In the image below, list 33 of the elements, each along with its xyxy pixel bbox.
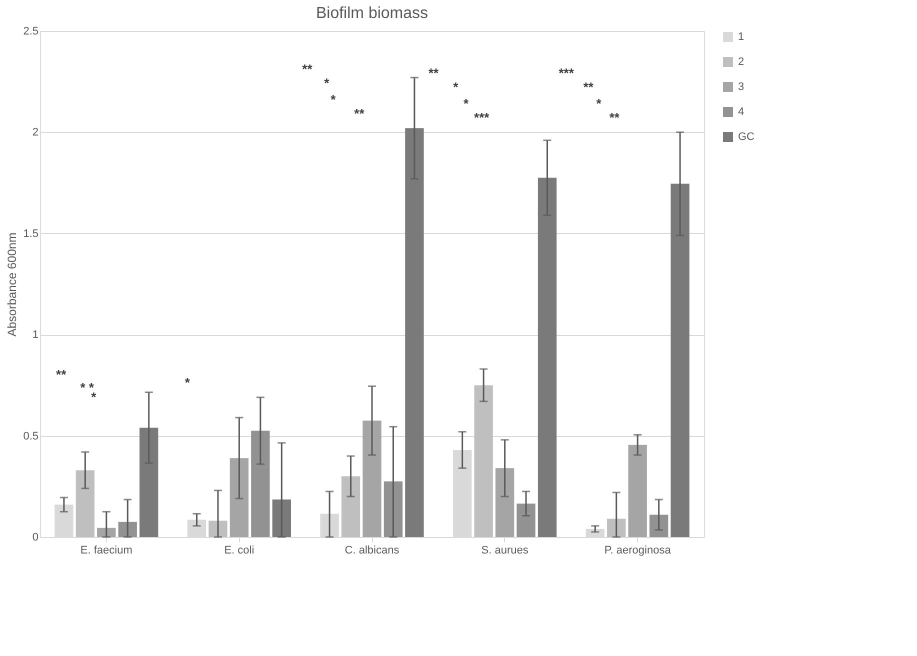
y-axis-title: Absorbance 600nm — [5, 232, 20, 337]
x-tick-label: P. aeroginosa — [604, 544, 672, 556]
annotation: ** — [56, 367, 68, 382]
annotation: * — [91, 389, 98, 404]
annotation: * — [596, 96, 602, 111]
legend-label: 2 — [738, 56, 744, 68]
y-tick-label: 1 — [32, 329, 38, 342]
annotation: ** — [583, 80, 594, 95]
annotation: ** — [609, 110, 620, 126]
y-tick-label: 2.5 — [23, 26, 38, 38]
annotation: ** — [428, 66, 440, 81]
y-tick-label: 0.5 — [23, 430, 38, 442]
legend-label: 3 — [738, 81, 744, 93]
chart-title: Biofilm biomass — [316, 5, 428, 22]
y-tick-label: 2 — [32, 126, 38, 139]
x-tick-label: E. faecium — [80, 544, 132, 556]
y-tick-label: 1.5 — [23, 228, 38, 240]
x-tick-label: C. albicans — [344, 544, 400, 556]
annotation: * — [324, 76, 330, 91]
annotation: * — [463, 96, 470, 111]
legend-label: 1 — [738, 31, 744, 43]
x-tick-label: S. aurues — [481, 544, 529, 556]
legend-label: GC — [738, 131, 755, 143]
annotation: * — [184, 375, 191, 390]
legend-label: 4 — [738, 106, 744, 118]
annotation: *** — [558, 66, 575, 81]
annotation: *** — [474, 110, 490, 126]
annotation: ** — [302, 61, 314, 76]
x-tick-label: E. coli — [224, 544, 254, 556]
annotation: * — [453, 80, 460, 95]
annotation: * — [330, 92, 337, 107]
annotation: ** — [354, 106, 366, 121]
y-tick-label: 0 — [32, 532, 38, 544]
